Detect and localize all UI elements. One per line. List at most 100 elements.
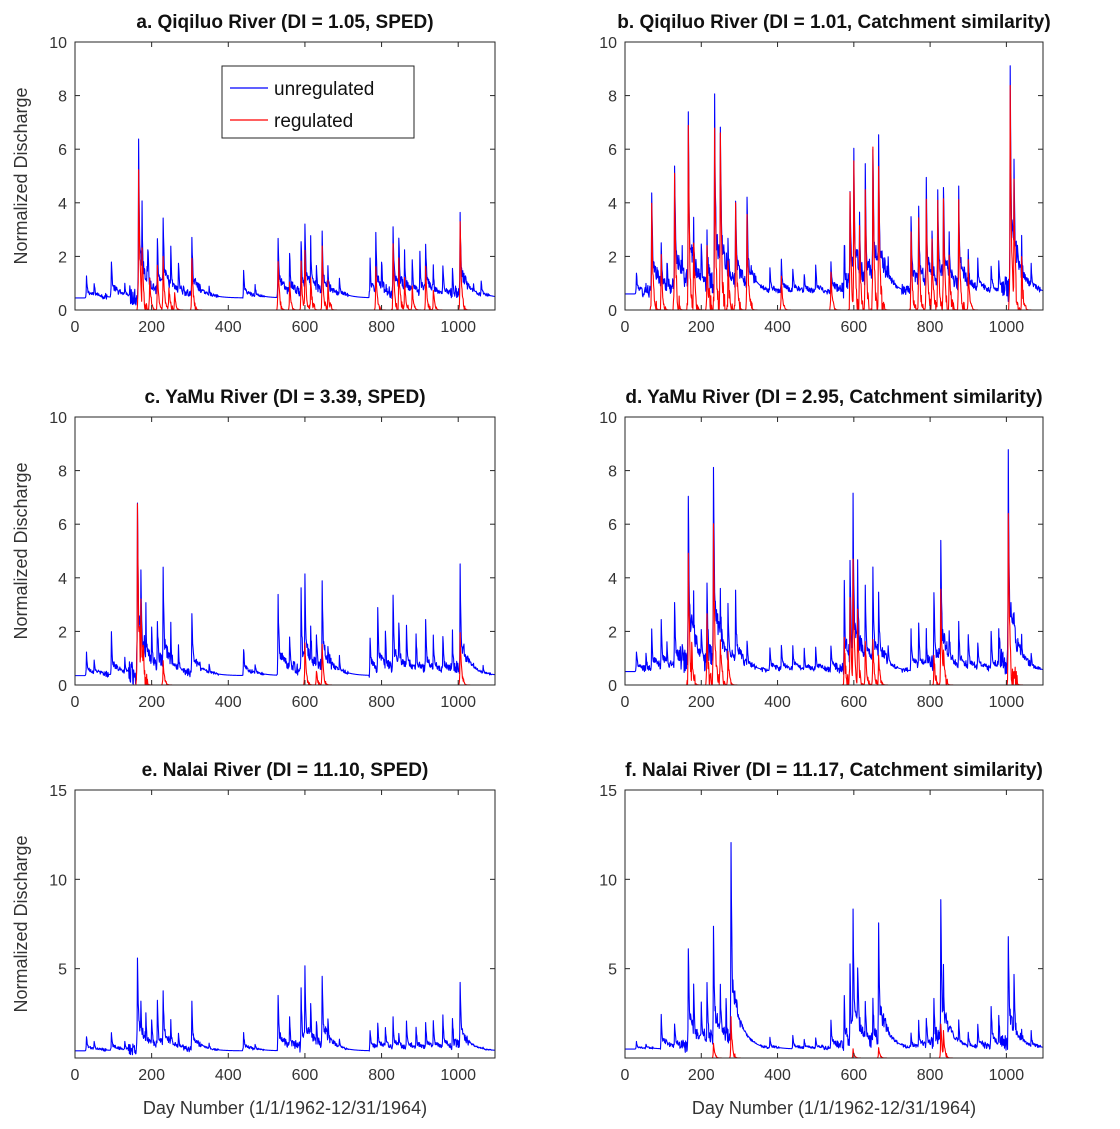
axes-box <box>74 789 496 1059</box>
y-tick-label: 10 <box>599 410 617 427</box>
x-tick-label: 200 <box>688 1067 715 1084</box>
x-tick-label: 200 <box>688 694 715 711</box>
x-tick-label: 600 <box>292 694 319 711</box>
panel-d: d. YaMu River (DI = 2.95, Catchment simi… <box>599 387 1044 711</box>
x-tick-label: 400 <box>764 319 791 336</box>
axes-box <box>624 416 1044 686</box>
x-tick-label: 1000 <box>440 319 476 336</box>
y-tick-label: 0 <box>608 303 617 320</box>
y-axis-label: Normalized Discharge <box>11 835 31 1012</box>
legend-box <box>221 65 415 139</box>
x-tick-label: 800 <box>368 319 395 336</box>
y-tick-label: 8 <box>608 89 617 106</box>
y-tick-label: 10 <box>599 35 617 52</box>
x-tick-label: 800 <box>917 1067 944 1084</box>
y-tick-label: 2 <box>58 624 67 641</box>
y-tick-label: 0 <box>608 678 617 695</box>
panel-title: d. YaMu River (DI = 2.95, Catchment simi… <box>625 387 1042 408</box>
panel-title: b. Qiqiluo River (DI = 1.01, Catchment s… <box>617 12 1050 33</box>
plot-area <box>75 790 495 1058</box>
y-tick-label: 6 <box>58 517 67 534</box>
y-tick-label: 10 <box>49 410 67 427</box>
panel-title: f. Nalai River (DI = 11.17, Catchment si… <box>625 760 1043 781</box>
y-tick-label: 15 <box>49 783 67 800</box>
panel-a: a. Qiqiluo River (DI = 1.05, SPED)0 200 40… <box>11 12 496 336</box>
x-tick-label: 800 <box>917 694 944 711</box>
panel-b: b. Qiqiluo River (DI = 1.01, Catchment s… <box>599 12 1051 336</box>
panel-f: f. Nalai River (DI = 11.17, Catchment si… <box>599 760 1044 1118</box>
legend-label-regulated: regulated <box>274 111 353 132</box>
y-tick-label: 2 <box>608 624 617 641</box>
panel-title: a. Qiqiluo River (DI = 1.05, SPED) <box>136 12 433 33</box>
series-line-regulated <box>624 84 1044 311</box>
x-tick-label: 0 <box>71 694 80 711</box>
x-tick-label: 200 <box>688 319 715 336</box>
y-tick-label: 8 <box>608 464 617 481</box>
series-line-unregulated <box>624 449 1044 675</box>
x-tick-label: 1000 <box>440 694 476 711</box>
panel-c: c. YaMu River (DI = 3.39, SPED)0 200 400 60… <box>11 387 496 711</box>
x-tick-label: 800 <box>917 319 944 336</box>
x-axis-label: Day Number (1/1/1962-12/31/1964) <box>692 1098 976 1118</box>
y-tick-label: 6 <box>608 517 617 534</box>
y-tick-label: 0 <box>58 678 67 695</box>
x-tick-label: 400 <box>215 694 242 711</box>
panel-e: e. Nalai River (DI = 11.10, SPED) 0 200 400… <box>11 760 496 1118</box>
x-tick-label: 600 <box>292 1067 319 1084</box>
y-tick-label: 4 <box>608 196 617 213</box>
x-tick-label: 0 <box>71 1067 80 1084</box>
x-tick-label: 200 <box>138 1067 165 1084</box>
legend: unregulated regulated <box>221 65 415 139</box>
series-line-unregulated <box>74 957 496 1056</box>
x-tick-label: 800 <box>368 1067 395 1084</box>
axes-box <box>624 41 1044 311</box>
axes-box <box>74 416 496 686</box>
x-tick-label: 600 <box>840 319 867 336</box>
x-tick-label: 1000 <box>440 1067 476 1084</box>
legend-label-unregulated: unregulated <box>274 79 374 100</box>
y-axis-label: Normalized Discharge <box>11 462 31 639</box>
y-tick-label: 4 <box>58 571 67 588</box>
series-line-unregulated <box>624 842 1044 1053</box>
x-tick-label: 0 <box>621 319 630 336</box>
panel-title: c. YaMu River (DI = 3.39, SPED) <box>144 387 425 408</box>
y-tick-label: 0 <box>58 303 67 320</box>
series-line-unregulated <box>74 502 496 685</box>
y-tick-label: 2 <box>608 249 617 266</box>
x-tick-label: 200 <box>138 694 165 711</box>
x-tick-label: 1000 <box>989 1067 1025 1084</box>
x-tick-label: 1000 <box>989 319 1025 336</box>
x-tick-label: 400 <box>215 1067 242 1084</box>
x-tick-label: 600 <box>292 319 319 336</box>
x-tick-label: 0 <box>621 1067 630 1084</box>
panel-title: e. Nalai River (DI = 11.10, SPED) <box>142 760 429 781</box>
y-tick-label: 10 <box>599 872 617 889</box>
y-tick-label: 5 <box>58 962 67 979</box>
x-tick-label: 600 <box>840 1067 867 1084</box>
y-tick-label: 10 <box>49 872 67 889</box>
x-tick-label: 400 <box>764 1067 791 1084</box>
y-axis-label: Normalized Discharge <box>11 87 31 264</box>
y-tick-label: 4 <box>608 571 617 588</box>
y-tick-label: 15 <box>599 783 617 800</box>
x-tick-label: 600 <box>840 694 867 711</box>
x-tick-label: 400 <box>764 694 791 711</box>
y-tick-label: 4 <box>58 196 67 213</box>
x-tick-label: 0 <box>71 319 80 336</box>
y-tick-label: 2 <box>58 249 67 266</box>
x-tick-label: 0 <box>621 694 630 711</box>
x-tick-label: 400 <box>215 319 242 336</box>
x-tick-label: 1000 <box>989 694 1025 711</box>
x-axis-label: Day Number (1/1/1962-12/31/1964) <box>143 1098 427 1118</box>
y-tick-label: 6 <box>58 142 67 159</box>
y-tick-label: 5 <box>608 962 617 979</box>
x-tick-label: 200 <box>138 319 165 336</box>
axes-box <box>74 41 496 311</box>
axes-box <box>624 789 1044 1059</box>
y-tick-label: 10 <box>49 35 67 52</box>
x-tick-label: 800 <box>368 694 395 711</box>
y-tick-label: 6 <box>608 142 617 159</box>
y-tick-label: 8 <box>58 464 67 481</box>
y-tick-label: 8 <box>58 89 67 106</box>
